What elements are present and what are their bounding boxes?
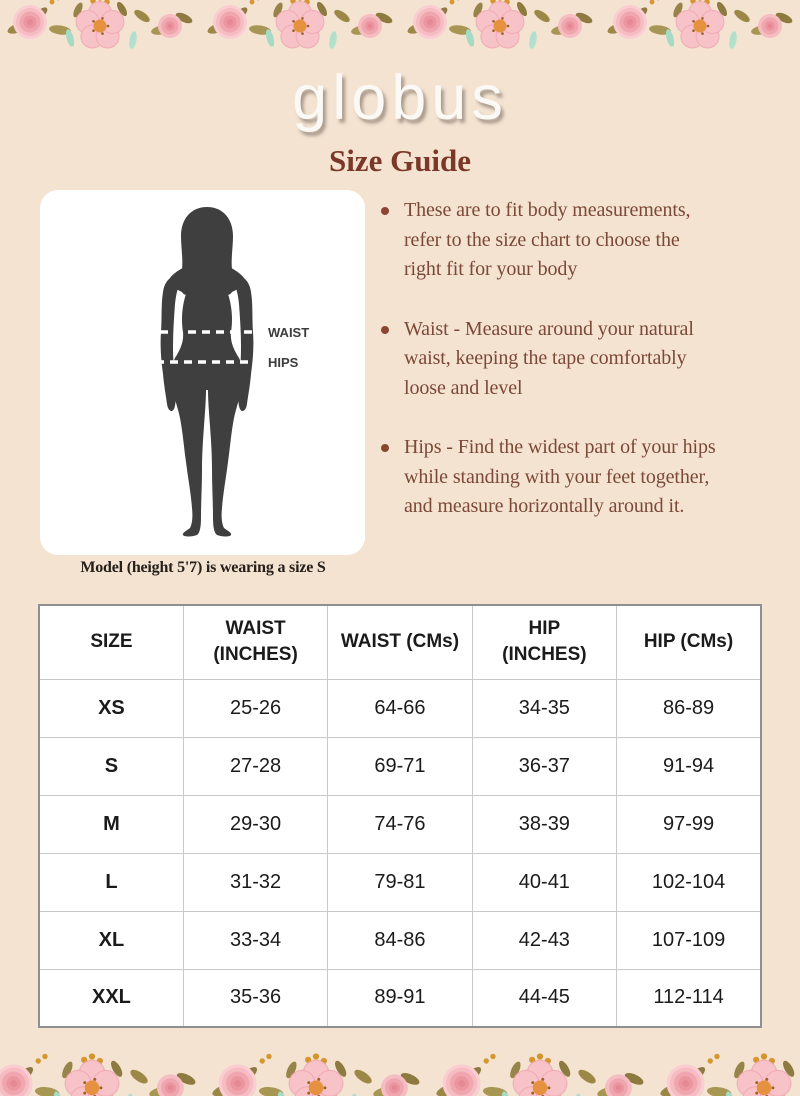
table-row: XS 25-26 64-66 34-35 86-89 bbox=[38, 678, 762, 738]
list-item: Waist - Measure around your natural wais… bbox=[381, 315, 776, 404]
table-cell: 29-30 bbox=[182, 794, 329, 854]
model-figure-card: WAIST HIPS bbox=[40, 190, 365, 555]
table-cell: 69-71 bbox=[327, 736, 473, 796]
instructions-list: These are to fit body measurements, refe… bbox=[381, 196, 776, 552]
column-header: HIP (INCHES) bbox=[471, 604, 618, 680]
table-cell: 79-81 bbox=[327, 852, 473, 912]
table-cell: 102-104 bbox=[616, 852, 762, 912]
bullet-icon bbox=[381, 207, 389, 215]
list-item: Hips - Find the widest part of your hips… bbox=[381, 433, 776, 522]
bullet-icon bbox=[381, 325, 389, 334]
column-header: WAIST (INCHES) bbox=[182, 604, 329, 680]
instruction-text: These are to fit body measurements, refe… bbox=[404, 199, 691, 280]
table-row: XL 33-34 84-86 42-43 107-109 bbox=[38, 910, 762, 970]
table-cell: M bbox=[38, 794, 184, 854]
right-arm-shape bbox=[233, 276, 254, 412]
floral-garland-illustration bbox=[0, 1052, 800, 1096]
column-header: SIZE bbox=[38, 604, 184, 680]
table-cell: S bbox=[38, 736, 184, 796]
table-cell: 25-26 bbox=[182, 678, 329, 738]
bullet-icon bbox=[381, 444, 389, 452]
table-cell: L bbox=[38, 852, 184, 912]
table-cell: 91-94 bbox=[616, 736, 762, 796]
table-cell: 74-76 bbox=[327, 794, 473, 854]
table-row: XXL 35-36 89-91 44-45 112-114 bbox=[38, 968, 762, 1028]
list-item: These are to fit body measurements, refe… bbox=[381, 196, 776, 285]
table-cell: 38-39 bbox=[471, 794, 618, 854]
floral-border-top bbox=[0, 0, 800, 60]
table-cell: 33-34 bbox=[182, 910, 329, 970]
table-cell: XS bbox=[38, 678, 184, 738]
table-cell: 35-36 bbox=[182, 968, 329, 1028]
table-cell: 84-86 bbox=[327, 910, 473, 970]
table-cell: 27-28 bbox=[182, 736, 329, 796]
table-row: S 27-28 69-71 36-37 91-94 bbox=[38, 736, 762, 796]
page-title: Size Guide bbox=[328, 143, 472, 178]
body-silhouette-image: WAIST HIPS bbox=[156, 207, 309, 537]
hips-label: HIPS bbox=[268, 355, 299, 370]
table-cell: 44-45 bbox=[471, 968, 618, 1028]
table-cell: 34-35 bbox=[471, 678, 618, 738]
column-header: WAIST (CMs) bbox=[327, 604, 473, 680]
table-cell: 97-99 bbox=[616, 794, 762, 854]
left-arm-shape bbox=[160, 276, 181, 412]
table-cell: 36-37 bbox=[471, 736, 618, 796]
table-cell: XL bbox=[38, 910, 184, 970]
torso-legs-shape bbox=[169, 258, 245, 537]
model-caption: Model (height 5'7) is wearing a size S bbox=[80, 559, 326, 576]
brand-logo: globus bbox=[292, 63, 508, 133]
size-chart-table: SIZE WAIST (INCHES) WAIST (CMs) HIP (INC… bbox=[38, 604, 762, 1028]
table-cell: 64-66 bbox=[327, 678, 473, 738]
table-cell: 40-41 bbox=[471, 852, 618, 912]
table-cell: XXL bbox=[38, 968, 184, 1028]
waist-label: WAIST bbox=[268, 325, 309, 340]
instruction-text: Hips - Find the widest part of your hips… bbox=[404, 436, 716, 517]
table-cell: 112-114 bbox=[616, 968, 762, 1028]
floral-garland-illustration bbox=[5, 0, 795, 50]
table-cell: 89-91 bbox=[327, 968, 473, 1028]
table-cell: 31-32 bbox=[182, 852, 329, 912]
table-cell: 42-43 bbox=[471, 910, 618, 970]
floral-border-bottom bbox=[0, 1040, 800, 1096]
instruction-text: Waist - Measure around your natural wais… bbox=[404, 317, 694, 399]
table-row: M 29-30 74-76 38-39 97-99 bbox=[38, 794, 762, 854]
table-row: L 31-32 79-81 40-41 102-104 bbox=[38, 852, 762, 912]
column-header: HIP (CMs) bbox=[616, 604, 762, 680]
table-cell: 107-109 bbox=[616, 910, 762, 970]
table-cell: 86-89 bbox=[616, 678, 762, 738]
table-header-row: SIZE WAIST (INCHES) WAIST (CMs) HIP (INC… bbox=[38, 604, 762, 680]
